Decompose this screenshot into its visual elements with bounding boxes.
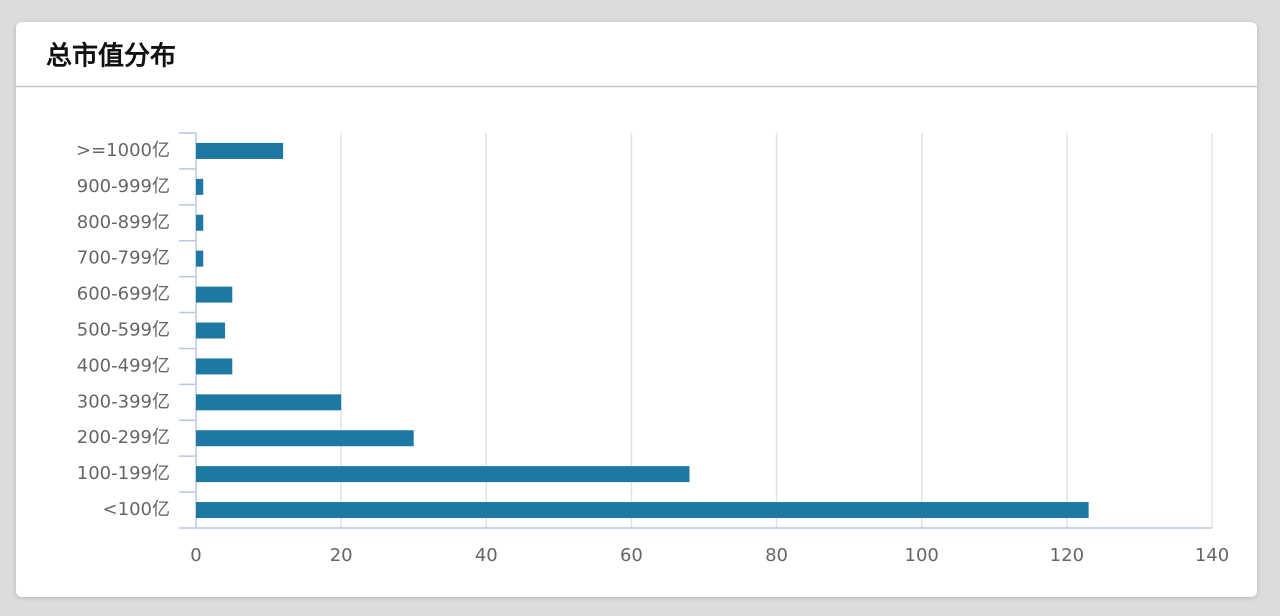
bar — [196, 394, 342, 411]
y-tick-label: 600-699亿 — [77, 284, 170, 305]
y-tick-label: 800-899亿 — [77, 212, 170, 233]
bar — [196, 358, 233, 375]
bar — [196, 466, 690, 483]
y-tick-label: 500-599亿 — [77, 320, 170, 341]
chart-title: 总市值分布 — [46, 41, 176, 72]
bar — [196, 142, 284, 159]
bar — [196, 322, 226, 339]
bar — [196, 430, 414, 447]
x-tick-label: 80 — [765, 545, 788, 566]
bar — [196, 214, 204, 231]
y-tick-label: 200-299亿 — [77, 427, 170, 448]
y-tick-label: 700-799亿 — [77, 248, 170, 269]
y-tick-label: <100亿 — [103, 499, 170, 520]
x-tick-label: 40 — [475, 545, 498, 566]
bar — [196, 250, 204, 267]
y-tick-label: 400-499亿 — [77, 355, 170, 376]
x-tick-label: 140 — [1195, 545, 1229, 566]
bar — [196, 178, 204, 195]
y-tick-label: 900-999亿 — [77, 176, 170, 197]
x-tick-label: 100 — [905, 545, 939, 566]
y-tick-label: 100-199亿 — [77, 463, 170, 484]
y-tick-label: 300-399亿 — [77, 391, 170, 412]
x-tick-label: 60 — [620, 545, 643, 566]
bar — [196, 502, 1089, 519]
y-tick-label: >=1000亿 — [76, 140, 170, 161]
card — [16, 22, 1257, 597]
bar — [196, 286, 233, 303]
x-tick-label: 120 — [1050, 545, 1084, 566]
x-tick-label: 0 — [190, 545, 201, 566]
x-tick-label: 20 — [330, 545, 353, 566]
